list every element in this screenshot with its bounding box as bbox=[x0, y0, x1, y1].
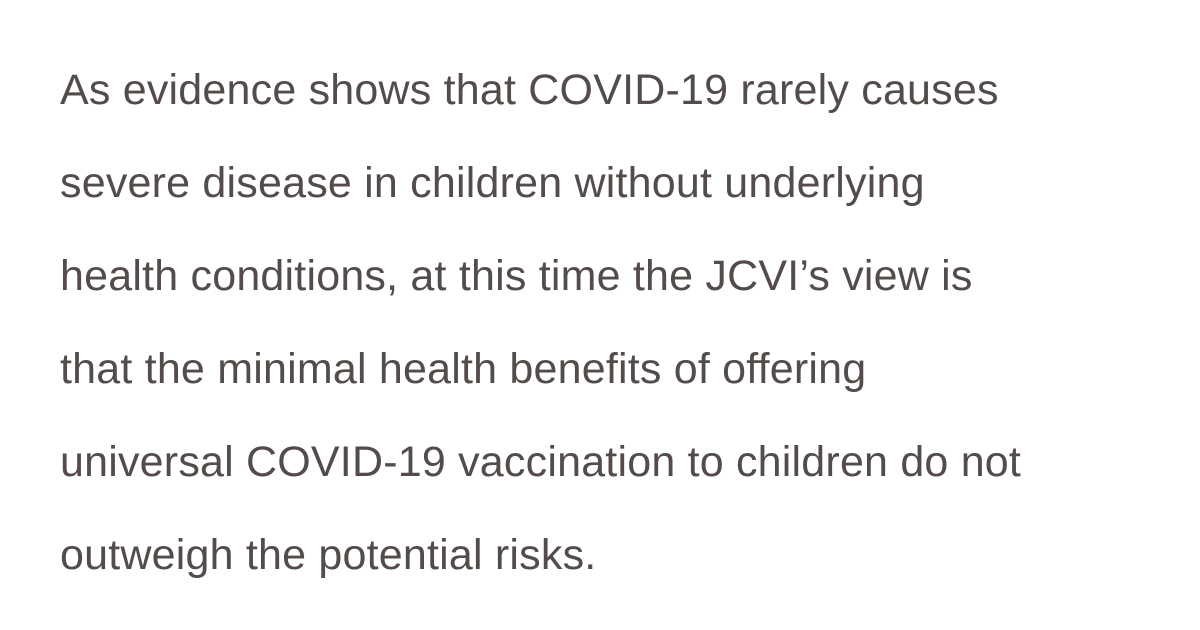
quote-line-5: universal COVID-19 vaccination to childr… bbox=[60, 438, 1022, 486]
quote-paragraph: As evidence shows that COVID-19 rarely c… bbox=[60, 44, 1160, 602]
quote-line-1: As evidence shows that COVID-19 rarely c… bbox=[60, 66, 999, 114]
quote-line-3: health conditions, at this time the JCVI… bbox=[60, 252, 973, 300]
quote-line-2: severe disease in children without under… bbox=[60, 159, 925, 207]
quote-line-6: outweigh the potential risks. bbox=[60, 531, 597, 579]
quote-line-4: that the minimal health benefits of offe… bbox=[60, 345, 867, 393]
